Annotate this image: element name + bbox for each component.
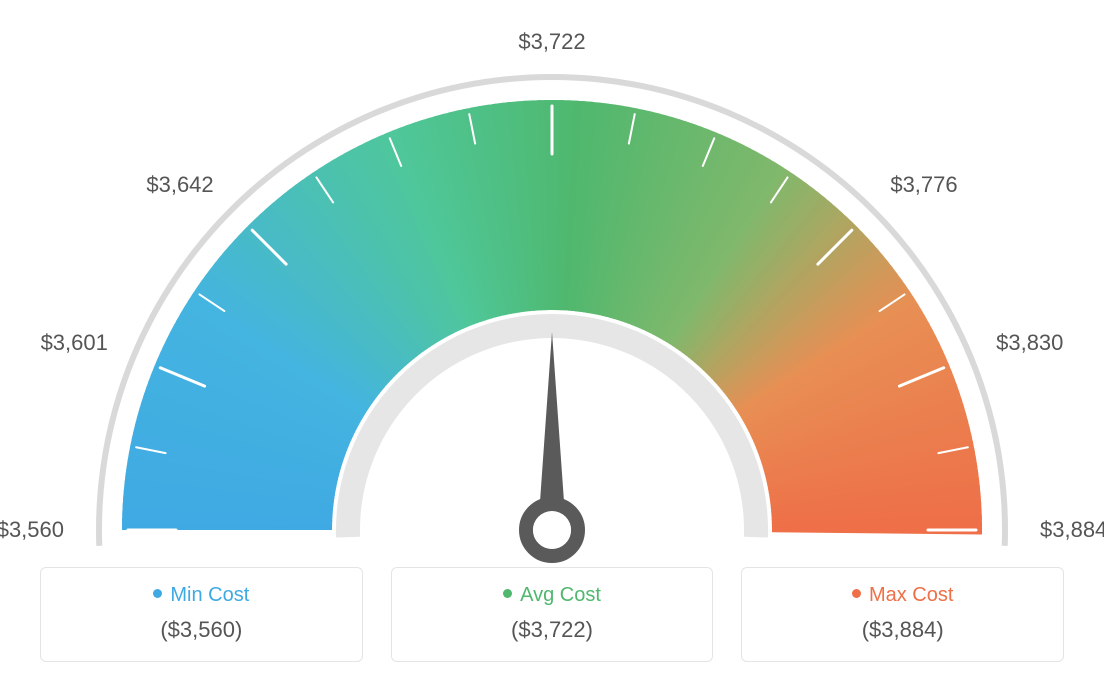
dot-icon: [852, 589, 861, 598]
cost-gauge-widget: $3,560 $3,601 $3,642 $3,722 $3,776 $3,830 $3,8…: [0, 0, 1104, 690]
dot-icon: [503, 589, 512, 598]
dot-icon: [153, 589, 162, 598]
legend-title-text: Max Cost: [869, 584, 953, 606]
legend-card-min: Min Cost ($3,560): [40, 567, 363, 662]
legend-title-max: Max Cost: [762, 584, 1043, 607]
legend-title-min: Min Cost: [61, 584, 342, 607]
legend-title-text: Avg Cost: [520, 584, 601, 606]
legend-card-max: Max Cost ($3,884): [741, 567, 1064, 662]
tick-label: $3,830: [996, 330, 1063, 356]
tick-label: $3,776: [890, 172, 957, 198]
tick-label: $3,601: [41, 330, 108, 356]
gauge-svg: [0, 30, 1104, 590]
legend-title-text: Min Cost: [170, 584, 249, 606]
gauge-area: $3,560$3,601$3,642$3,722$3,776$3,830$3,8…: [0, 0, 1104, 530]
legend-value-avg: ($3,722): [412, 617, 693, 643]
tick-label: $3,642: [146, 172, 213, 198]
legend-row: Min Cost ($3,560) Avg Cost ($3,722) Max …: [40, 567, 1064, 662]
legend-value-min: ($3,560): [61, 617, 342, 643]
legend-title-avg: Avg Cost: [412, 584, 693, 607]
legend-card-avg: Avg Cost ($3,722): [391, 567, 714, 662]
tick-label: $3,722: [518, 29, 585, 55]
tick-label: $3,560: [0, 517, 64, 543]
tick-label: $3,884: [1040, 517, 1104, 543]
legend-value-max: ($3,884): [762, 617, 1043, 643]
